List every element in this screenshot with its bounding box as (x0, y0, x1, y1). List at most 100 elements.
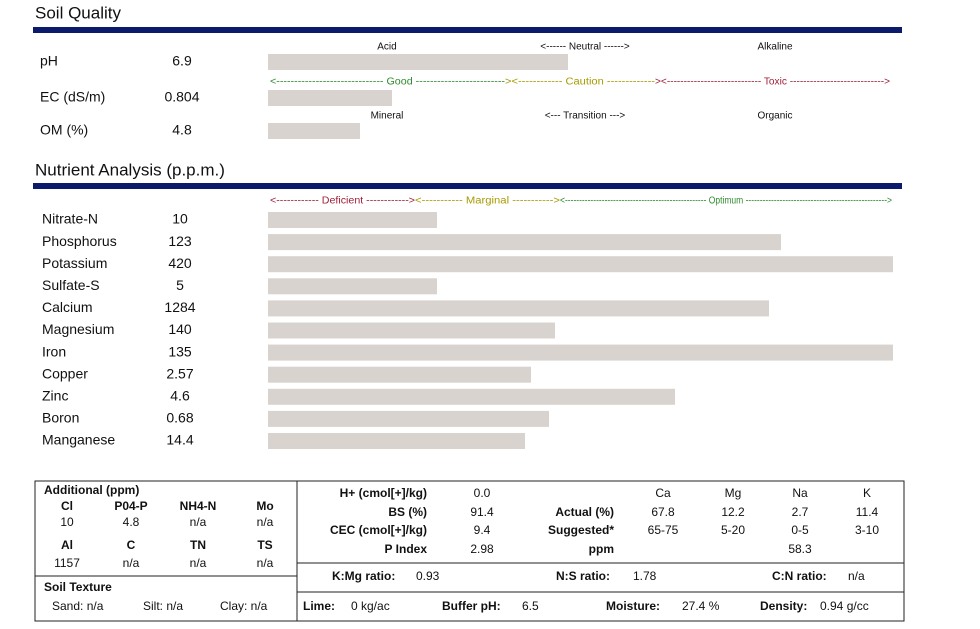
texture-item: Silt: n/a (143, 599, 183, 613)
col-header: NH4-N (180, 499, 217, 513)
col-value: n/a (190, 556, 207, 570)
level-bar (268, 300, 769, 317)
range-legend: ><---------------------------- Toxic ---… (655, 77, 890, 88)
row-value: 4.8 (172, 122, 192, 138)
section-title: Nutrient Analysis (p.p.m.) (35, 160, 225, 179)
nutrient-name: Potassium (42, 255, 107, 271)
level-bar (268, 433, 525, 449)
nutrient-name: Manganese (42, 432, 115, 448)
col-value: n/a (190, 515, 207, 529)
col-value: n/a (123, 556, 140, 570)
footer-value: 6.5 (522, 599, 539, 613)
scale-label: Mineral (371, 111, 404, 122)
nutrient-value: 14.4 (166, 432, 193, 448)
footer-label: Lime: (303, 599, 335, 613)
footer-label: Density: (760, 599, 807, 613)
col-header: C (127, 538, 136, 552)
nutrient-value: 123 (168, 233, 192, 249)
nutrient-value: 4.6 (170, 388, 190, 404)
level-bar (268, 278, 437, 295)
nutrient-value: 2.57 (166, 365, 193, 381)
row-value: 6.9 (172, 53, 192, 69)
cation-value: 12.2 (721, 505, 745, 519)
nutrient-name: Zinc (42, 388, 68, 404)
cation-header: Mg (725, 486, 742, 500)
cation-value: 11.4 (856, 505, 879, 519)
level-bar (268, 212, 437, 228)
exchange-label: CEC (cmol[+]/kg) (330, 523, 427, 537)
ratio-value: 1.78 (633, 569, 657, 583)
col-value: n/a (257, 556, 274, 570)
level-bar (268, 322, 555, 339)
footer-value: 0 kg/ac (351, 599, 390, 613)
row-label: OM (%) (40, 122, 88, 138)
range-legend: <------------------------------ Good ---… (270, 77, 505, 88)
nutrient-value: 1284 (164, 299, 195, 315)
cation-value: 67.8 (651, 505, 675, 519)
col-header: Al (61, 538, 73, 552)
col-value: 1157 (54, 556, 80, 570)
cation-value: 0-5 (791, 523, 809, 537)
section-rule (33, 183, 902, 189)
footer-value: 27.4 % (682, 599, 720, 613)
ratio-value: 0.93 (416, 569, 440, 583)
cation-header: Na (792, 486, 808, 500)
nutrient-name: Iron (42, 343, 66, 359)
nutrient-value: 5 (176, 277, 184, 293)
level-bar (268, 366, 531, 383)
scale-label: Alkaline (757, 42, 792, 53)
box-title: Soil Texture (44, 580, 112, 594)
level-bar (268, 388, 675, 405)
cation-value: 5-20 (721, 523, 745, 537)
range-legend: <----------- Marginal -----------> (415, 196, 560, 207)
range-legend: ><------------ Caution ------------- (505, 77, 655, 88)
level-bar (268, 344, 893, 361)
cation-row-label: ppm (589, 542, 614, 556)
cation-value: 3-10 (855, 523, 879, 537)
exchange-value: 2.98 (470, 542, 494, 556)
scale-label: Acid (377, 42, 396, 53)
footer-label: Buffer pH: (442, 599, 501, 613)
exchange-value: 91.4 (470, 505, 494, 519)
level-bar (268, 410, 549, 427)
nutrient-value: 135 (168, 343, 192, 359)
cation-value: 2.7 (792, 505, 809, 519)
level-bar (268, 234, 781, 251)
level-bar (268, 256, 893, 273)
nutrient-name: Copper (42, 365, 88, 381)
texture-item: Sand: n/a (52, 599, 104, 613)
nutrient-name: Calcium (42, 299, 93, 315)
exchange-label: H+ (cmol[+]/kg) (340, 486, 427, 500)
nutrient-value: 420 (168, 255, 192, 271)
nutrient-value: 10 (172, 211, 188, 227)
col-header: Mo (256, 499, 273, 513)
nutrient-value: 0.68 (166, 410, 193, 426)
col-header: TS (257, 538, 272, 552)
row-value: 0.804 (164, 89, 199, 105)
range-legend: <------------ Deficient ------------> (270, 196, 415, 207)
footer-value: 0.94 g/cc (820, 599, 869, 613)
row-label: pH (40, 53, 58, 69)
exchange-label: BS (%) (388, 505, 427, 519)
footer-label: Moisture: (606, 599, 660, 613)
level-bar (268, 123, 360, 139)
cation-value: 58.3 (788, 542, 812, 556)
scale-label: <------ Neutral ------> (540, 42, 630, 53)
row-label: EC (dS/m) (40, 89, 105, 105)
section-title: Soil Quality (35, 3, 121, 22)
exchange-value: 9.4 (474, 523, 491, 537)
cation-header: Ca (655, 486, 671, 500)
nutrient-name: Phosphorus (42, 233, 117, 249)
ratio-value: n/a (848, 569, 865, 583)
summary-box (34, 480, 905, 622)
exchange-value: 0.0 (474, 486, 491, 500)
nutrient-name: Sulfate-S (42, 277, 100, 293)
section-rule (33, 27, 902, 33)
scale-label: Organic (757, 111, 792, 122)
level-bar (268, 54, 568, 70)
col-header: Cl (61, 499, 73, 513)
col-header: P04-P (114, 499, 147, 513)
cation-header: K (863, 486, 871, 500)
col-header: TN (190, 538, 206, 552)
ratio-label: K:Mg ratio: (332, 569, 395, 583)
